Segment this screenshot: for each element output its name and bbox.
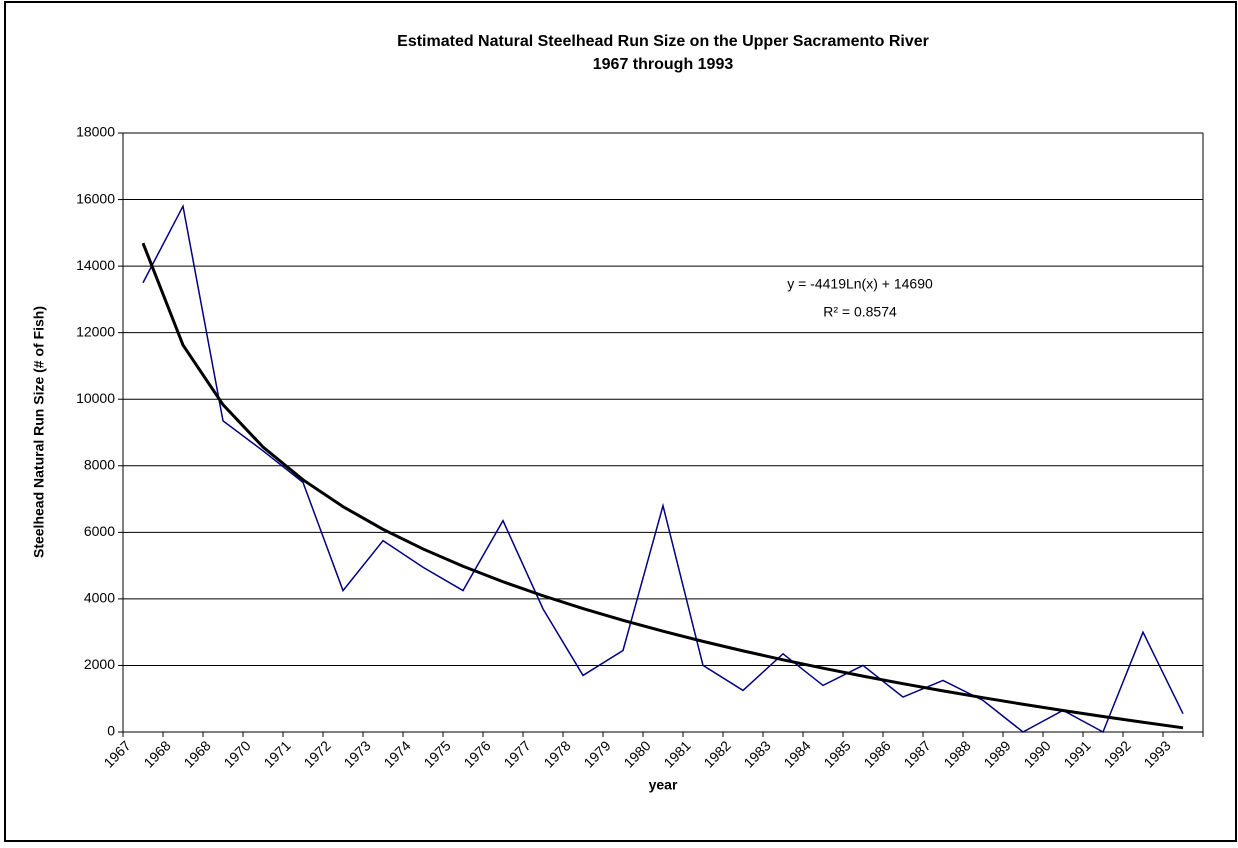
chart-title: Estimated Natural Steelhead Run Size on …: [397, 33, 929, 50]
data-line: [142, 203, 1184, 734]
y-tick-label: 16000: [76, 190, 115, 206]
chart-subtitle: 1967 through 1993: [593, 56, 734, 73]
chart-frame: [4, 1, 1237, 842]
y-tick-label: 0: [107, 723, 115, 739]
r-squared: R² = 0.8574: [823, 304, 897, 320]
y-tick-label: 6000: [84, 523, 115, 539]
y-tick-label: 12000: [76, 323, 115, 339]
trend-line: [141, 242, 1184, 730]
x-axis-title: year: [649, 777, 678, 793]
y-tick-label: 14000: [76, 257, 115, 273]
y-tick-label: 10000: [76, 390, 115, 406]
y-tick-label: 8000: [84, 456, 115, 472]
y-axis-title: Steelhead Natural Run Size (# of Fish): [31, 306, 47, 558]
y-tick-label: 18000: [76, 124, 115, 140]
y-tick-label: 4000: [84, 590, 115, 606]
y-tick-label: 2000: [84, 656, 115, 672]
trend-equation: y = -4419Ln(x) + 14690: [787, 276, 933, 292]
